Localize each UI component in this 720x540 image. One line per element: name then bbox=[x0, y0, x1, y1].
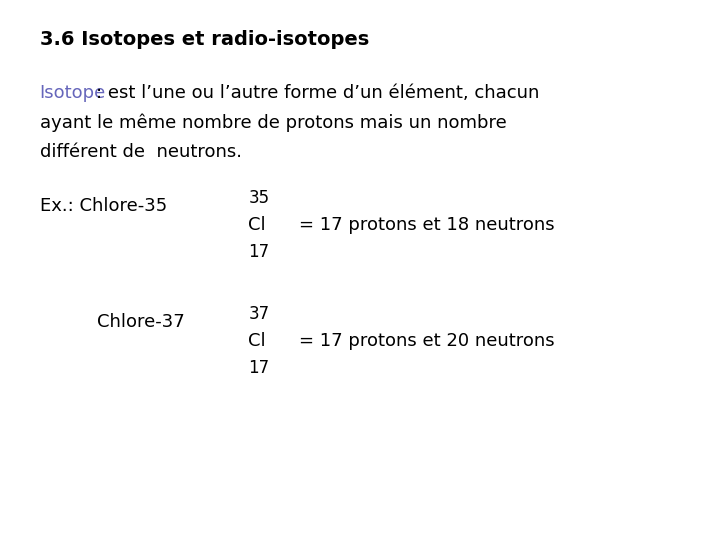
Text: 17: 17 bbox=[248, 243, 269, 261]
Text: Chlore-37: Chlore-37 bbox=[97, 313, 185, 331]
Text: : est l’une ou l’autre forme d’un élément, chacun: : est l’une ou l’autre forme d’un élémen… bbox=[96, 84, 539, 102]
Text: Ex.: Chlore-35: Ex.: Chlore-35 bbox=[40, 197, 167, 215]
Text: Isotope: Isotope bbox=[40, 84, 106, 102]
Text: 3.6 Isotopes et radio-isotopes: 3.6 Isotopes et radio-isotopes bbox=[40, 30, 369, 49]
Text: ayant le même nombre de protons mais un nombre: ayant le même nombre de protons mais un … bbox=[40, 113, 506, 132]
Text: Cl: Cl bbox=[248, 216, 266, 234]
Text: Cl: Cl bbox=[248, 332, 266, 350]
Text: = 17 protons et 20 neutrons: = 17 protons et 20 neutrons bbox=[299, 332, 554, 350]
Text: 17: 17 bbox=[248, 359, 269, 377]
Text: = 17 protons et 18 neutrons: = 17 protons et 18 neutrons bbox=[299, 216, 554, 234]
Text: 37: 37 bbox=[248, 305, 269, 323]
Text: différent de  neutrons.: différent de neutrons. bbox=[40, 143, 242, 161]
Text: 35: 35 bbox=[248, 189, 269, 207]
